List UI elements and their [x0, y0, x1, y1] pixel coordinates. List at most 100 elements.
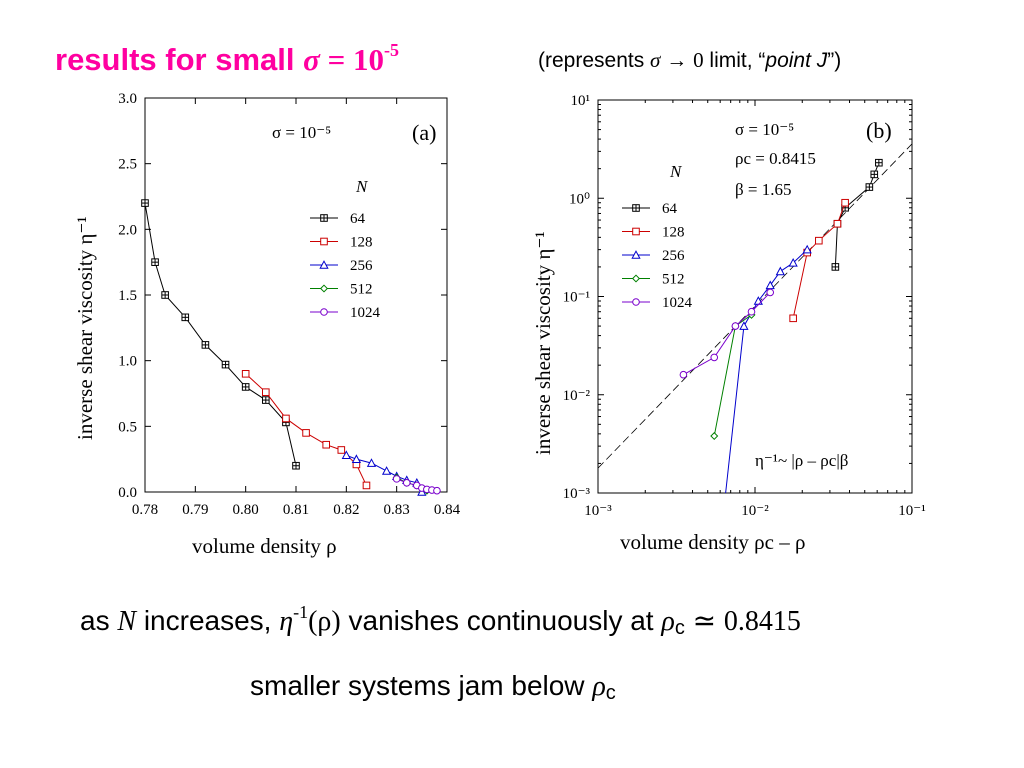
panel-a-label: (a): [412, 120, 436, 145]
data-point-64: [870, 170, 879, 179]
data-point-1024: [392, 475, 401, 483]
data-point-256: [351, 454, 362, 463]
y-tick-label: 0.5: [118, 419, 137, 435]
data-point-64: [181, 313, 190, 322]
data-point-128: [815, 236, 823, 245]
subtitle-close: ”): [827, 49, 842, 72]
legend-marker-512: [631, 274, 641, 283]
data-point-256: [739, 321, 749, 330]
legend-label-64: 64: [350, 211, 366, 227]
caption1-n: N: [117, 606, 137, 637]
panel-b-annotation-beta: β = 1.65: [735, 180, 792, 199]
data-point-128: [789, 314, 797, 323]
legend-label-256: 256: [350, 258, 373, 274]
panel-b-annotation-rhoc: ρc = 0.8415: [735, 149, 816, 168]
data-point-64: [831, 263, 840, 271]
caption1-vanishes: vanishes continuously at: [340, 605, 662, 636]
data-point-1024: [731, 322, 740, 330]
x-tick-label: 0.79: [182, 502, 208, 518]
legend-label-256: 256: [662, 248, 685, 264]
slide-title: results for small σ = 10-5: [55, 40, 399, 78]
panel-b-ticks: 10⁻³ 10⁻² 10⁻¹ 10⁻³ 10⁻² 10⁻¹ 10⁰ 10¹: [563, 93, 926, 519]
caption1-rho: (ρ): [308, 606, 341, 637]
y-tick-label: 10⁻³: [563, 486, 591, 502]
panel-b-legend-title: N: [669, 162, 683, 181]
legend-label-1024: 1024: [350, 305, 381, 321]
y-tick-label: 1.5: [118, 288, 137, 304]
subtitle-open: (represents: [538, 49, 651, 72]
data-point-128: [302, 429, 310, 437]
caption2-text: smaller systems jam below: [250, 670, 593, 701]
y-tick-label: 0.0: [118, 485, 137, 501]
caption1-eta: η: [279, 606, 294, 637]
data-point-64: [161, 291, 169, 299]
caption1-rho-c: ρ: [661, 606, 675, 637]
x-tick-label: 0.84: [434, 502, 461, 518]
caption-line-1: as N increases, η-1(ρ) vanishes continuo…: [80, 602, 801, 640]
x-tick-label: 10⁻¹: [898, 503, 925, 519]
data-point-64: [865, 183, 874, 191]
data-point-64: [292, 461, 300, 470]
data-point-64: [875, 158, 883, 167]
data-point-256: [765, 280, 775, 290]
x-tick-label: 0.78: [132, 502, 158, 518]
data-point-512: [710, 432, 719, 441]
caption-line-2: smaller systems jam below ρc: [250, 670, 616, 705]
caption1-increases: increases,: [136, 605, 280, 636]
data-point-1024: [710, 353, 719, 362]
subtitle-arrow: →: [660, 49, 694, 72]
y-tick-label: 1.0: [118, 354, 137, 370]
data-point-128: [322, 440, 330, 449]
data-point-64: [151, 258, 159, 266]
data-point-1024: [766, 288, 775, 297]
y-tick-label: 3.0: [118, 91, 137, 107]
y-tick-label: 10⁻¹: [563, 290, 590, 306]
panel-b-fit-label: η⁻¹~ |ρ – ρc|β: [755, 451, 848, 470]
panel-b-annotation-sigma: σ = 10⁻⁵: [735, 120, 794, 139]
data-point-256: [381, 466, 392, 475]
series-line-64: [834, 162, 880, 267]
charts-svg: 0.78 0.79 0.80 0.81 0.82 0.83 0.84 0.0 0.5 1.0 1.5…: [73, 91, 926, 558]
y-tick-label: 10⁰: [569, 191, 590, 207]
data-point-128: [262, 388, 270, 396]
data-point-256: [366, 458, 377, 467]
legend-label-64: 64: [662, 201, 678, 217]
data-point-128: [337, 446, 346, 454]
panel-b-legend: 64 128 256 512 1024: [622, 201, 693, 311]
legend-label-1024: 1024: [662, 295, 693, 311]
data-point-1024: [402, 479, 411, 487]
subtitle-zero: 0: [693, 48, 704, 72]
legend-marker-1024: [632, 298, 640, 306]
data-point-64: [241, 383, 250, 391]
x-tick-label: 0.83: [384, 502, 410, 518]
subtitle-point-j: point J: [765, 49, 828, 72]
data-point-256: [341, 450, 351, 460]
panel-a-ticks: 0.78 0.79 0.80 0.81 0.82 0.83 0.84 0.0 0.5 1.0 1.5…: [118, 91, 460, 518]
x-tick-label: 10⁻³: [584, 503, 612, 519]
y-tick-label: 2.5: [118, 157, 137, 173]
panel-a-legend: 64 128 256 512 1024: [310, 211, 381, 321]
data-point-64: [262, 396, 270, 404]
data-point-256: [788, 257, 798, 267]
panel-b-ylabel: inverse shear viscosity η⁻¹: [531, 231, 555, 455]
legend-label-128: 128: [662, 225, 685, 241]
legend-marker-64: [632, 204, 640, 212]
panel-a-legend-title: N: [355, 177, 369, 196]
slide-subtitle: (represents σ → 0 limit, “point J”): [538, 48, 841, 73]
data-point-1024: [433, 486, 441, 495]
subtitle-mid: limit, “: [703, 49, 766, 72]
legend-marker-128: [320, 237, 328, 246]
title-text: results for small: [55, 42, 304, 77]
legend-marker-1024: [320, 308, 328, 316]
title-exponent: -5: [383, 40, 399, 60]
data-point-256: [775, 266, 785, 276]
data-point-128: [241, 370, 250, 378]
panel-a: 0.78 0.79 0.80 0.81 0.82 0.83 0.84 0.0 0.5 1.0 1.5…: [73, 91, 461, 558]
caption2-rho: ρ: [592, 671, 606, 702]
data-point-128: [282, 414, 290, 423]
x-tick-label: 0.82: [333, 502, 359, 518]
x-tick-label: 10⁻²: [741, 503, 769, 519]
y-tick-label: 10⁻²: [563, 388, 591, 404]
subtitle-sigma: σ: [650, 48, 661, 72]
